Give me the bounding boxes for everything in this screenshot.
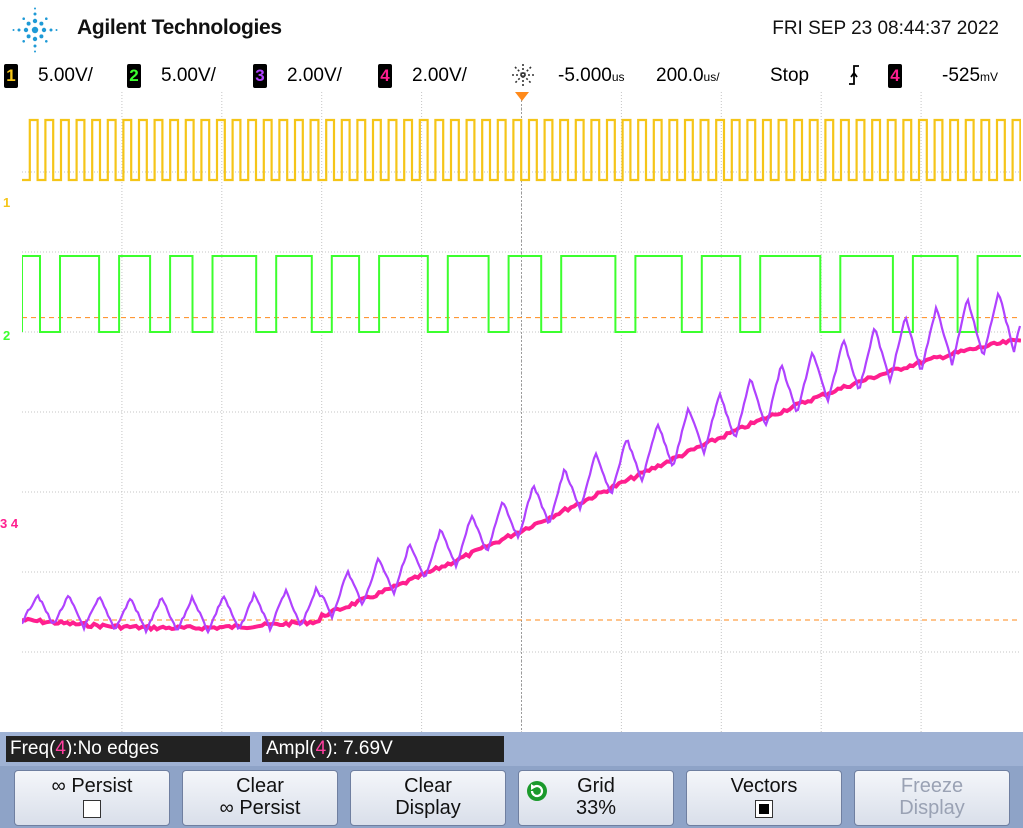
freq-measurement: Freq(4):No edges [6,736,250,762]
channel-4-scale[interactable]: 2.00V/ [412,65,467,86]
channel-1-badge[interactable]: 1 [4,64,18,88]
channel-1-ground-marker[interactable]: 1 [3,195,11,210]
clear-display-softkey[interactable]: Clear Display [350,770,506,826]
grid-value: 33% [575,797,617,819]
channel-3-trace [22,291,1021,635]
softkey-bar: ∞ Persist Clear ∞ Persist Clear Display … [0,766,1023,828]
trigger-delay-icon [512,64,534,86]
vectors-softkey[interactable]: Vectors [686,770,842,826]
channel-3-badge[interactable]: 3 [253,64,267,88]
rotate-knob-icon [527,781,547,801]
trigger-level[interactable]: -525mV [942,65,999,86]
grid-label: Grid [577,775,615,797]
run-state[interactable]: Stop [770,65,810,86]
clear-persist-label-2: ∞ Persist [219,797,301,819]
persist-checkbox[interactable] [83,799,101,818]
channel-1-scale[interactable]: 5.00V/ [38,65,93,86]
measurement-bar: Freq(4):No edges Ampl(4): 7.69V [0,732,1023,766]
channel-2-trace [22,255,1021,333]
persist-label: ∞ Persist [51,775,133,797]
brand-name: Agilent Technologies [77,16,282,39]
trigger-position-marker [515,92,529,101]
freeze-display-softkey[interactable]: Freeze Display [854,770,1010,826]
channel-34-ground-marker[interactable]: 3 4 [0,516,19,531]
timebase-scale[interactable]: 200.0us/ [656,65,720,86]
waveform-plot [22,92,1021,732]
persist-softkey[interactable]: ∞ Persist [14,770,170,826]
channel-4-trace [22,337,1021,633]
channel-1-trace [22,118,1021,182]
clear-persist-softkey[interactable]: Clear ∞ Persist [182,770,338,826]
freeze-label-1: Freeze [900,775,964,797]
clear-display-label-1: Clear [404,775,452,797]
header: Agilent Technologies FRI SEP 23 08:44:37… [0,0,1023,60]
channel-3-scale[interactable]: 2.00V/ [287,65,342,86]
timebase-delay[interactable]: -5.000us [558,65,625,86]
graticule [22,92,1021,732]
datetime: FRI SEP 23 08:44:37 2022 [772,18,999,39]
waveform-display[interactable] [22,92,1021,732]
channel-2-scale[interactable]: 5.00V/ [161,65,216,86]
traces [22,118,1021,635]
channel-2-badge[interactable]: 2 [127,64,141,88]
clear-persist-label-1: Clear [236,775,284,797]
rising-edge-icon [849,65,859,85]
vectors-label: Vectors [730,775,798,797]
clear-display-label-2: Display [395,797,461,819]
vectors-checkbox[interactable] [755,799,773,818]
grid-softkey[interactable]: Grid 33% [518,770,674,826]
ampl-measurement: Ampl(4): 7.69V [262,736,504,762]
freeze-label-2: Display [899,797,965,819]
channel-4-badge[interactable]: 4 [378,64,392,88]
settings-bar: 1 5.00V/ 2 5.00V/ 3 2.00V/ 4 2.00V/ -5.0… [0,60,1023,92]
agilent-spark-icon [12,7,58,53]
channel-2-ground-marker[interactable]: 2 [3,328,11,343]
trigger-source-badge[interactable]: 4 [888,64,902,88]
